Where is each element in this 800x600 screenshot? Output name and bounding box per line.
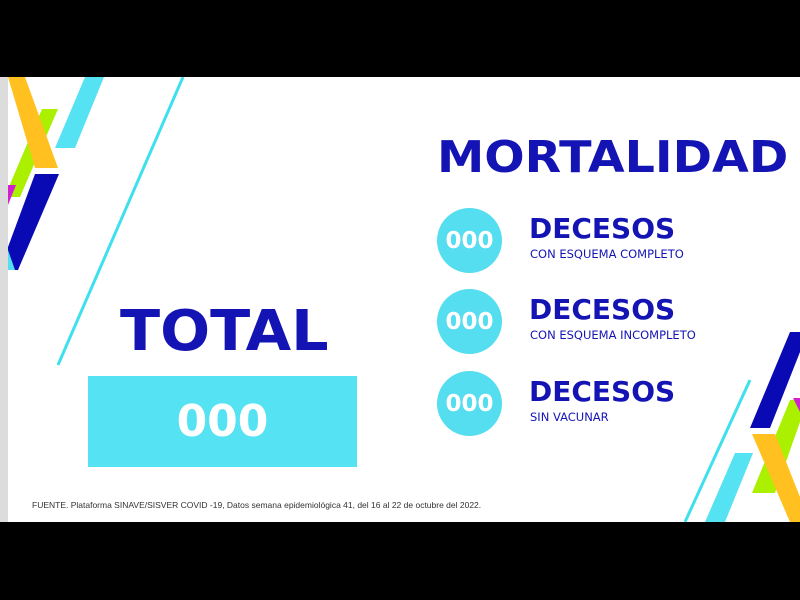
deco-blue-stripe-right — [750, 332, 800, 428]
stat-sublabel: CON ESQUEMA COMPLETO — [530, 247, 684, 261]
slide: MORTALIDAD 000 DECESOS CON ESQUEMA COMPL… — [0, 77, 800, 522]
stat-label: DECESOS — [529, 293, 676, 326]
stat-value-circle: 000 — [437, 289, 502, 354]
decorative-stripes — [8, 77, 800, 522]
section-title: MORTALIDAD — [437, 132, 789, 183]
deco-blue-stripe — [8, 174, 59, 270]
stat-value-circle: 000 — [437, 371, 502, 436]
left-edge-strip — [0, 77, 8, 522]
deco-thin-line-right — [683, 379, 752, 522]
deco-yellow-stripe-right — [752, 434, 800, 522]
deco-thin-line-left — [56, 77, 185, 366]
deco-cyan-corner — [8, 250, 15, 270]
source-note: FUENTE. Plataforma SINAVE/SISVER COVID -… — [32, 500, 482, 510]
deco-yellow-stripe — [8, 77, 58, 168]
deco-magenta-stripe — [8, 185, 16, 205]
stat-sublabel: CON ESQUEMA INCOMPLETO — [530, 328, 696, 342]
deco-lightcyan-stripe — [55, 77, 104, 148]
stat-sublabel: SIN VACUNAR — [530, 410, 609, 424]
total-label: TOTAL — [120, 299, 329, 364]
total-value-box: 000 — [88, 376, 357, 467]
stat-label: DECESOS — [529, 375, 676, 408]
deco-lightcyan-stripe-right — [705, 453, 753, 522]
stat-value-circle: 000 — [437, 208, 502, 273]
deco-magenta-stripe-right — [793, 398, 800, 412]
stat-label: DECESOS — [529, 212, 676, 245]
